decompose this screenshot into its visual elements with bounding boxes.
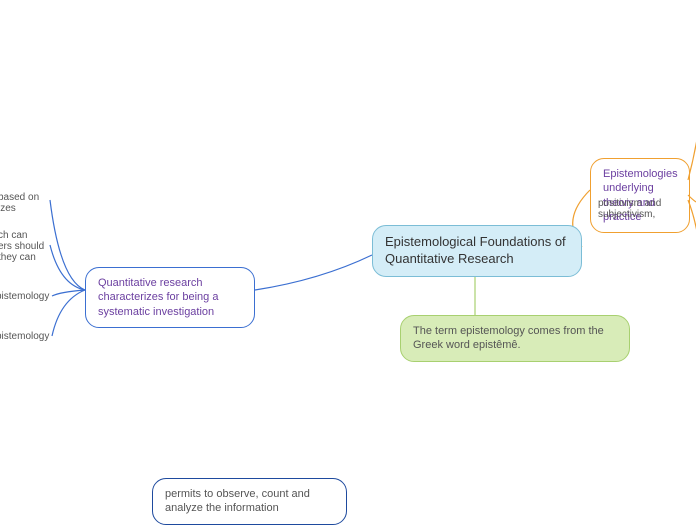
connectors-svg — [0, 0, 696, 520]
label-epist2: pistemology — [0, 331, 49, 342]
orange-branch-node[interactable]: Epistemologies underlying theory and pra… — [590, 158, 690, 233]
label-epist1: pistemology — [0, 291, 49, 302]
center-node[interactable]: Epistemological Foundations of Quantitat… — [372, 225, 582, 277]
label-based: based on izes — [0, 192, 39, 214]
green-branch-node[interactable]: The term epistemology comes from the Gre… — [400, 315, 630, 362]
darkblue-branch-node[interactable]: permits to observe, count and analyze th… — [152, 478, 347, 525]
blue-branch-node[interactable]: Quantitative research characterizes for … — [85, 267, 255, 328]
label-positivism: positivism and subjectivism, — [598, 198, 696, 220]
label-chcan: ch can ers should they can — [0, 230, 44, 263]
